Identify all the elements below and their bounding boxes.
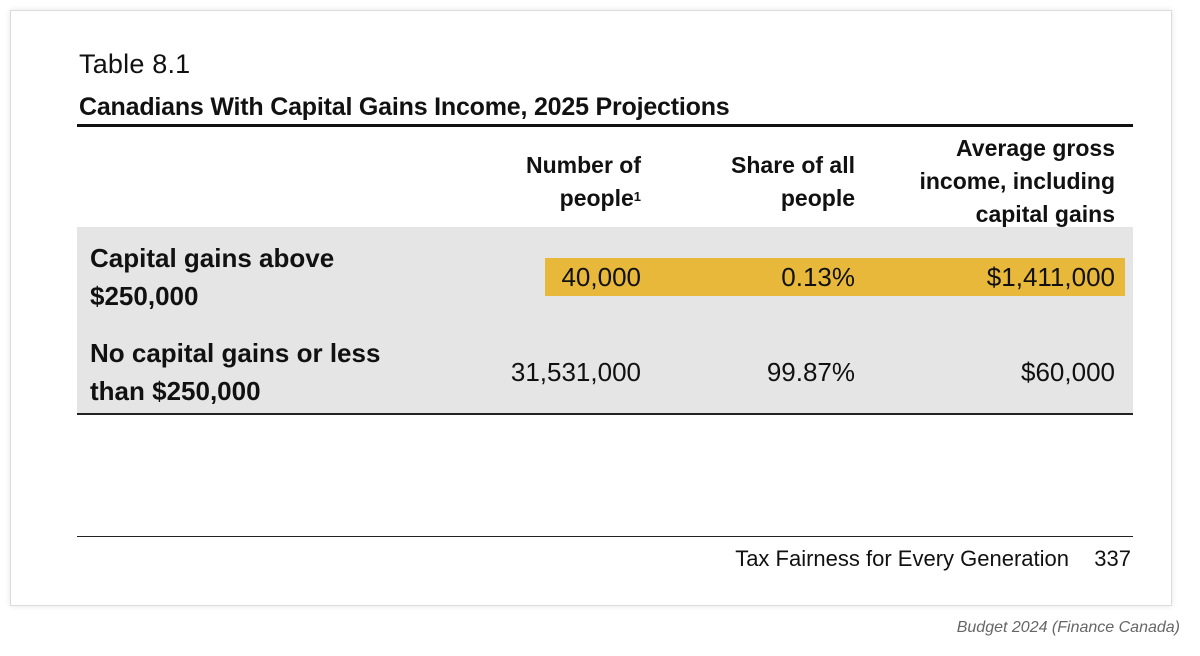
column-header-number-of-people: Number of people1 <box>431 149 641 215</box>
footer-rule <box>77 536 1133 537</box>
column-header-line: Average gross <box>956 135 1115 161</box>
cell-share: 99.87% <box>766 357 855 387</box>
table-title: Canadians With Capital Gains Income, 202… <box>79 93 730 121</box>
document-page: Table 8.1 Canadians With Capital Gains I… <box>10 10 1172 606</box>
footer-title: Tax Fairness for Every Generation <box>735 546 1069 571</box>
image-credit: Budget 2024 (Finance Canada) <box>956 619 1180 636</box>
table-number: Table 8.1 <box>79 49 191 79</box>
column-header-share: Share of all people <box>651 149 855 215</box>
column-header-line: capital gains <box>975 201 1115 227</box>
column-header-line: Share of all <box>731 152 855 178</box>
row-label-below-250k: No capital gains or less than $250,000 <box>90 334 450 410</box>
cell-number-of-people: 31,531,000 <box>510 357 641 387</box>
row-highlight <box>545 258 1125 296</box>
cell-average-income: $1,411,000 <box>986 262 1115 292</box>
row-label-line: Capital gains above <box>90 243 335 273</box>
cell-average-income: $60,000 <box>1021 357 1115 387</box>
column-header-average-income: Average gross income, including capital … <box>871 132 1115 231</box>
column-header-line: income, including <box>919 168 1115 194</box>
title-rule <box>77 124 1133 127</box>
page-number: 337 <box>1094 546 1131 571</box>
footnote-marker: 1 <box>633 189 641 204</box>
table-bottom-rule <box>77 413 1133 415</box>
row-label-line: No capital gains or less <box>90 338 381 368</box>
row-label-above-250k: Capital gains above $250,000 <box>90 239 450 315</box>
column-header-line: people1 <box>431 182 641 215</box>
column-header-line: Number of <box>526 152 641 178</box>
cell-number-of-people: 40,000 <box>561 262 641 292</box>
cell-share: 0.13% <box>781 262 855 292</box>
column-header-line: people <box>780 185 855 211</box>
column-header-text: people <box>559 185 634 211</box>
row-label-line: than $250,000 <box>90 376 261 406</box>
row-label-line: $250,000 <box>90 281 199 311</box>
